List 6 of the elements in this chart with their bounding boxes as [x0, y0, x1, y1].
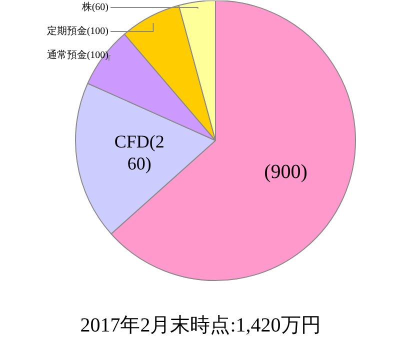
- slice-label: 通常預金(100): [46, 49, 109, 61]
- slice-label: 株(60): [80, 1, 109, 13]
- slice-label: 定期預金(100): [46, 25, 109, 37]
- data-label: (900): [264, 160, 308, 183]
- text: 2017年2月末時点:1,420万円: [80, 314, 321, 336]
- slice-label: CFD(260): [114, 131, 164, 174]
